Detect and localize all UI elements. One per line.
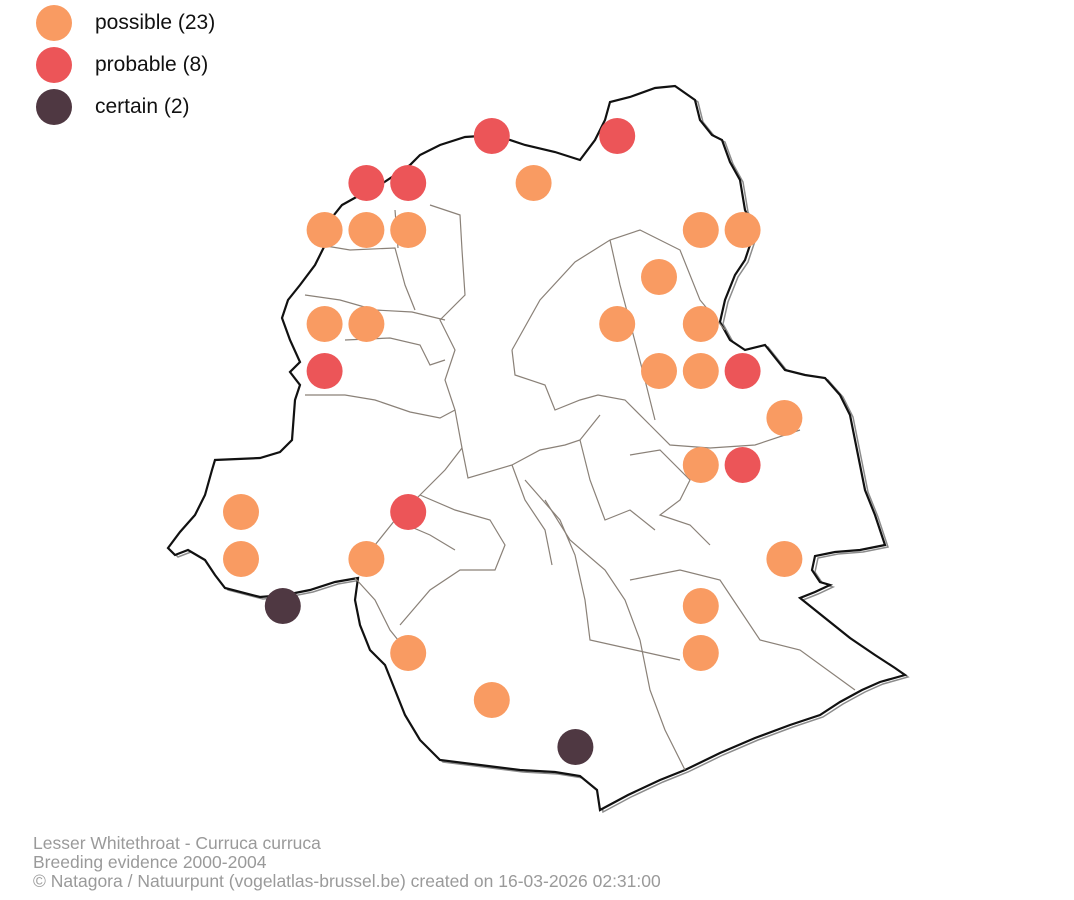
legend-label-probable: probable (8)	[95, 53, 209, 76]
observation-marker-possible	[223, 494, 259, 530]
legend-swatch-probable	[36, 47, 72, 83]
observation-marker-probable	[599, 118, 636, 154]
municipal-border	[511, 414, 601, 466]
observation-marker-possible	[766, 541, 803, 577]
legend-swatch-certain	[36, 89, 72, 125]
observation-marker-possible	[348, 212, 385, 248]
observation-marker-possible	[641, 353, 677, 389]
observation-marker-possible	[641, 259, 677, 295]
municipal-border	[319, 244, 416, 311]
observation-marker-possible	[390, 212, 427, 248]
observation-marker-possible	[682, 447, 719, 483]
observation-marker-possible	[515, 165, 552, 201]
observation-marker-possible	[348, 306, 385, 342]
observation-marker-probable	[724, 447, 761, 483]
municipal-border	[511, 349, 651, 426]
evidence-period: Breeding evidence 2000-2004	[33, 852, 267, 872]
observation-marker-possible	[682, 353, 719, 389]
municipal-border	[511, 229, 726, 351]
legend-label-certain: certain (2)	[95, 95, 190, 118]
legend-label-possible: possible (23)	[95, 11, 216, 34]
map-credits: Lesser Whitethroat - Curruca curruca Bre…	[33, 834, 661, 891]
observation-marker-possible	[724, 212, 761, 248]
observation-marker-possible	[682, 306, 719, 342]
municipal-border	[639, 639, 686, 771]
municipal-border	[544, 499, 641, 641]
observation-marker-possible	[473, 682, 510, 718]
observation-marker-probable	[390, 494, 427, 530]
observation-marker-possible	[306, 212, 343, 248]
observation-marker-probable	[390, 165, 427, 201]
observation-marker-possible	[223, 541, 259, 577]
observation-marker-probable	[724, 353, 761, 389]
municipal-border	[511, 464, 553, 566]
municipal-borders	[304, 204, 856, 771]
legend: possible (23) probable (8) certain (2)	[36, 2, 215, 128]
municipal-border	[579, 439, 656, 531]
legend-item-certain: certain (2)	[36, 86, 215, 128]
species-title: Lesser Whitethroat - Curruca curruca	[33, 833, 321, 853]
observation-marker-probable	[306, 353, 343, 389]
observation-marker-certain	[557, 729, 594, 765]
municipal-border	[629, 449, 711, 546]
municipal-border	[649, 424, 801, 449]
observation-marker-possible	[682, 635, 719, 671]
observation-marker-probable	[348, 165, 385, 201]
municipal-border	[399, 494, 506, 626]
legend-swatch-possible	[36, 5, 72, 41]
municipal-border	[305, 394, 456, 419]
observation-marker-possible	[306, 306, 343, 342]
municipal-border	[524, 479, 681, 661]
observation-marker-possible	[766, 400, 803, 436]
legend-item-probable: probable (8)	[36, 44, 215, 86]
observation-marker-possible	[682, 588, 719, 624]
observation-marker-probable	[473, 118, 510, 154]
copyright-notice: © Natagora / Natuurpunt (vogelatlas-brus…	[33, 871, 661, 891]
observation-markers	[223, 118, 803, 765]
observation-marker-possible	[599, 306, 636, 342]
municipal-border	[429, 204, 513, 479]
observation-marker-possible	[390, 635, 427, 671]
legend-item-possible: possible (23)	[36, 2, 215, 44]
observation-marker-possible	[682, 212, 719, 248]
municipal-border	[629, 569, 856, 691]
observation-marker-possible	[348, 541, 385, 577]
observation-marker-certain	[264, 588, 301, 624]
